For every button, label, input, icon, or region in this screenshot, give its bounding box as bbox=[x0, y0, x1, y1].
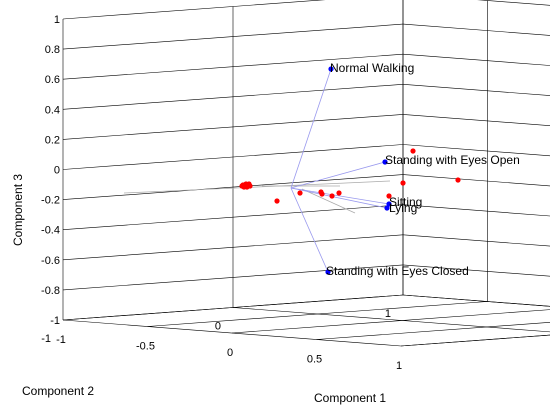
score-point bbox=[329, 193, 335, 199]
score-point bbox=[297, 190, 303, 196]
gridline-z-back bbox=[402, 234, 550, 247]
gridline-z-side bbox=[62, 144, 404, 170]
y-axis-title: Component 2 bbox=[22, 384, 94, 398]
score-point bbox=[386, 193, 392, 199]
gridline-y-floor bbox=[62, 319, 402, 347]
loading-vector-label: Sitting bbox=[389, 195, 422, 209]
gridline-y-floor bbox=[232, 307, 550, 333]
z-tick-label: 0 bbox=[54, 165, 60, 177]
z-axis-title: Component 3 bbox=[11, 174, 25, 246]
gridline-z-back bbox=[402, 174, 550, 187]
gridline-z-side bbox=[62, 0, 326, 20]
z-tick-label: 0.2 bbox=[45, 134, 60, 146]
loading-vector-line bbox=[290, 187, 390, 205]
loading-vector-label: Normal Walking bbox=[330, 61, 414, 75]
score-point bbox=[336, 190, 342, 196]
gridline-z-back bbox=[402, 294, 550, 307]
gridline-z-back bbox=[402, 144, 550, 157]
z-tick-label: 0.8 bbox=[45, 44, 60, 56]
loading-vector-line bbox=[290, 161, 386, 189]
tick-labels: -1 -0.8 -0.6 -0.4 -0.2 0 0.2 0.4 0.6 0.8 1 -1 -0.5 0 0… bbox=[41, 14, 402, 372]
score-point bbox=[410, 148, 416, 154]
x-axis-title: Component 1 bbox=[314, 391, 386, 405]
gridline-z-side bbox=[62, 53, 404, 80]
gridline-z-back bbox=[402, 84, 550, 96]
loading-vector-endpoint bbox=[384, 205, 390, 211]
gridline-z-back bbox=[402, 264, 550, 277]
gridline-z-side bbox=[62, 174, 404, 200]
loading-vector-endpoint bbox=[325, 269, 331, 275]
loading-vector-label: Standing with Eyes Open bbox=[385, 153, 520, 167]
score-point bbox=[400, 180, 406, 186]
score-points bbox=[239, 148, 461, 204]
gridline-z-back bbox=[402, 114, 550, 127]
origin-axis-line bbox=[301, 188, 356, 214]
z-tick-label: 0.6 bbox=[45, 74, 60, 86]
loading-vector-line bbox=[290, 187, 329, 273]
loading-vector-endpoint bbox=[328, 66, 334, 72]
z-tick-label: -0.6 bbox=[41, 255, 60, 267]
score-point bbox=[455, 177, 461, 183]
gridline-z-side bbox=[62, 114, 404, 140]
x-tick-label: 0 bbox=[227, 347, 233, 359]
z-tick-label: -0.8 bbox=[41, 285, 60, 297]
loading-vector-lines bbox=[123, 68, 391, 273]
loading-vector-label: Standing with Eyes Closed bbox=[326, 264, 469, 278]
y-tick-label: 0 bbox=[215, 321, 221, 333]
gridline-z-side bbox=[62, 234, 404, 261]
origin-axis-line bbox=[123, 180, 391, 194]
x-tick-label: -1 bbox=[56, 334, 66, 346]
z-tick-label: -0.2 bbox=[41, 195, 60, 207]
loading-vector-endpoint bbox=[382, 159, 388, 165]
z-tick-label: -1 bbox=[50, 315, 60, 327]
loading-vector-line bbox=[290, 68, 332, 189]
score-point bbox=[274, 198, 280, 204]
score-point bbox=[319, 191, 325, 197]
x-tick-label: 0.5 bbox=[307, 354, 322, 366]
gridline-z-side bbox=[62, 264, 404, 291]
gridline-x-floor bbox=[400, 334, 550, 347]
z-tick-label: 0.4 bbox=[45, 104, 60, 116]
y-tick-label: 1 bbox=[385, 308, 391, 320]
gridline-z-back bbox=[402, 53, 550, 66]
box-edge bbox=[400, 334, 550, 347]
gridline-z-side bbox=[62, 23, 404, 50]
x-tick-label: 1 bbox=[396, 360, 402, 372]
gridline-z-back bbox=[402, 23, 550, 36]
z-tick-label: -0.4 bbox=[41, 225, 60, 237]
grid-lines bbox=[62, 0, 550, 347]
score-point bbox=[247, 183, 253, 189]
y-tick-label: -1 bbox=[41, 333, 51, 345]
gridline-z-back bbox=[402, 204, 550, 217]
gridline-y-floor bbox=[402, 294, 550, 307]
gridline-x-floor bbox=[231, 309, 550, 334]
gridline-z-side bbox=[62, 84, 404, 110]
loading-vector-label: Lying bbox=[389, 201, 417, 215]
gridline-z-back bbox=[477, 0, 550, 6]
loading-vector-labels: Normal Walking Standing with Eyes Open Sit… bbox=[326, 61, 520, 278]
score-point bbox=[239, 183, 245, 189]
loading-vector-endpoint bbox=[386, 201, 392, 207]
x-tick-label: -0.5 bbox=[136, 341, 155, 353]
loading-vector-line bbox=[290, 187, 388, 209]
z-tick-label: 1 bbox=[54, 14, 60, 26]
loading-vector-endpoints bbox=[325, 66, 392, 275]
